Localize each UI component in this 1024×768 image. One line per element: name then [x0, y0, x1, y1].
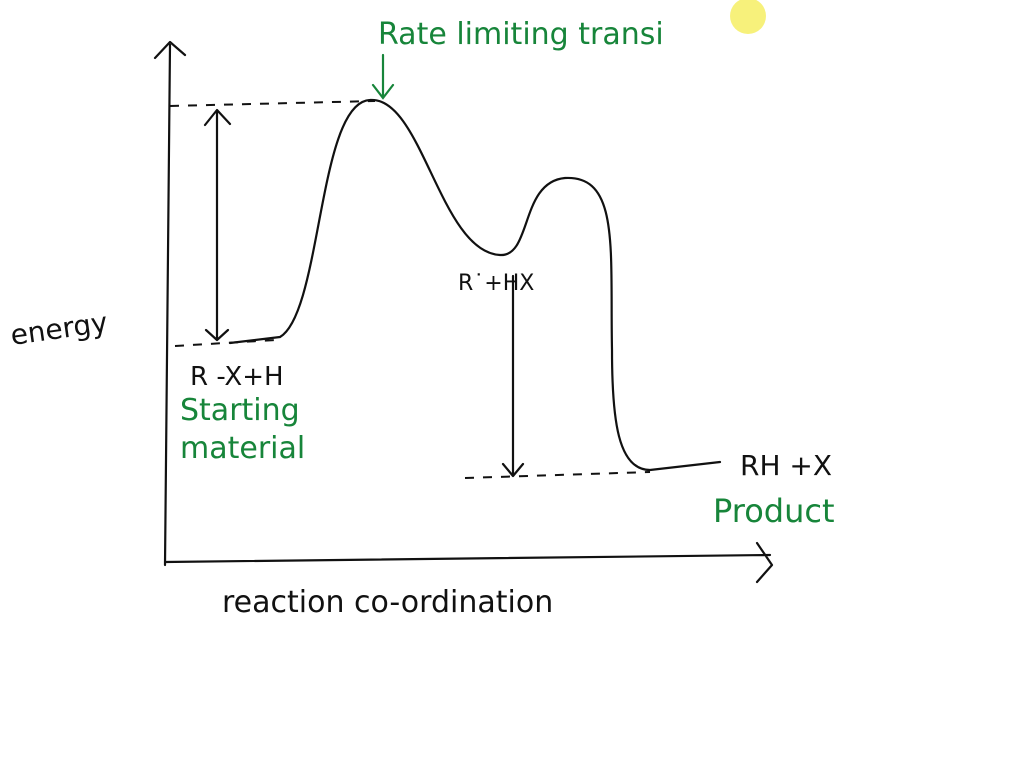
start-label: R -X+H [190, 362, 284, 392]
product-note: Product [713, 492, 835, 530]
activation-arrow [203, 108, 232, 342]
product-level [464, 471, 651, 479]
product-label: RH +X [740, 449, 832, 482]
start-note: Starting [180, 393, 300, 428]
cursor-highlight [730, 0, 766, 34]
ts-pointer [371, 53, 395, 100]
ts-level [169, 100, 376, 107]
x-axis-label: reaction co-ordination [222, 585, 553, 620]
intermediate-label: R˙+HX [458, 271, 534, 296]
x-axis [163, 541, 774, 584]
y-axis [153, 40, 187, 567]
start-level [174, 339, 276, 347]
title: Rate limiting transi [378, 17, 664, 52]
energy-drop-arrow [501, 274, 525, 478]
energy-curve [228, 98, 722, 472]
y-axis-label: energy [8, 306, 109, 352]
start-note: material [180, 431, 305, 466]
